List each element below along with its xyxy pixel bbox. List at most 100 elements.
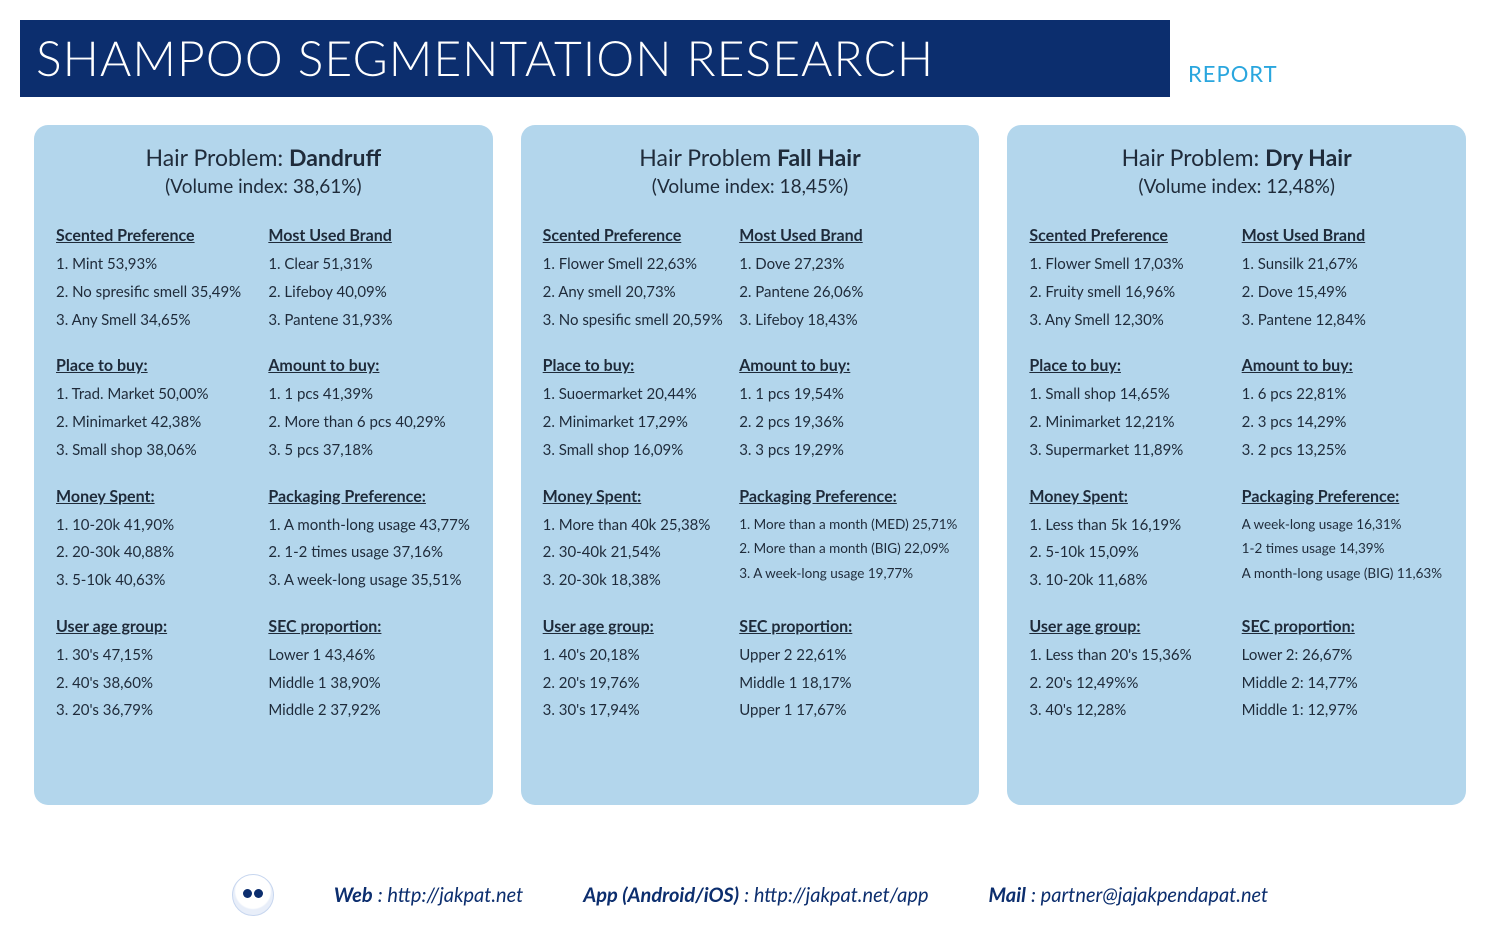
block-row: 1. Flower Smell 22,63% bbox=[543, 251, 730, 279]
card-title-prefix: Hair Problem: bbox=[146, 143, 289, 171]
block-row: 3. 5-10k 40,63% bbox=[56, 567, 258, 595]
block-row: 2. 2 pcs 19,36% bbox=[739, 409, 957, 437]
block-row: 1. 40's 20,18% bbox=[543, 642, 730, 670]
block-heading: Place to buy: bbox=[543, 356, 730, 375]
block-row: 1. Dove 27,23% bbox=[739, 251, 957, 279]
footer-mail: Mail : partner@jajakpendapat.net bbox=[989, 883, 1269, 907]
footer: Web : http://jakpat.net App (Android/iOS… bbox=[0, 874, 1500, 916]
block-heading: Money Spent: bbox=[1029, 487, 1231, 506]
block-row: Middle 1 18,17% bbox=[739, 670, 957, 698]
data-block: Packaging Preference:1. More than a mont… bbox=[739, 487, 957, 595]
block-row: 1. Clear 51,31% bbox=[268, 251, 470, 279]
block-row: 2. Lifeboy 40,09% bbox=[268, 279, 470, 307]
block-row: 3. A week-long usage 19,77% bbox=[739, 561, 957, 586]
block-heading: Place to buy: bbox=[1029, 356, 1231, 375]
logo-icon bbox=[232, 874, 274, 916]
block-row: 2. Pantene 26,06% bbox=[739, 279, 957, 307]
footer-web: Web : http://jakpat.net bbox=[334, 883, 523, 907]
block-row: 1. 1 pcs 19,54% bbox=[739, 381, 957, 409]
block-row: 2. 20-30k 40,88% bbox=[56, 539, 258, 567]
block-row: 2. Any smell 20,73% bbox=[543, 279, 730, 307]
block-row: 3. Any Smell 34,65% bbox=[56, 307, 258, 335]
block-heading: SEC proportion: bbox=[1242, 617, 1444, 636]
block-row: 3. 20's 36,79% bbox=[56, 697, 258, 725]
block-row: 3. Any Smell 12,30% bbox=[1029, 307, 1231, 335]
block-row: 3. 40's 12,28% bbox=[1029, 697, 1231, 725]
block-row: Middle 2: 14,77% bbox=[1242, 670, 1444, 698]
block-row: 3. Pantene 12,84% bbox=[1242, 307, 1444, 335]
block-row: 2. 5-10k 15,09% bbox=[1029, 539, 1231, 567]
block-row: 3. 30's 17,94% bbox=[543, 697, 730, 725]
block-row: Lower 2: 26,67% bbox=[1242, 642, 1444, 670]
data-block: Place to buy:1. Small shop 14,65%2. Mini… bbox=[1029, 356, 1231, 464]
data-block: SEC proportion: Lower 2: 26,67%Middle 2: … bbox=[1242, 617, 1444, 725]
block-row: Middle 1 38,90% bbox=[268, 670, 470, 698]
data-block: Place to buy:1. Suoermarket 20,44%2. Min… bbox=[543, 356, 730, 464]
block-heading: Scented Preference bbox=[1029, 226, 1231, 245]
card-header: Hair Problem: Dry Hair(Volume index: 12,… bbox=[1029, 143, 1444, 198]
data-block: Scented Preference1. Flower Smell 22,63%… bbox=[543, 226, 730, 334]
block-heading: User age group: bbox=[1029, 617, 1231, 636]
card-title-bold: Dandruff bbox=[289, 143, 381, 171]
block-row: 1. 6 pcs 22,81% bbox=[1242, 381, 1444, 409]
data-block: Amount to buy:1. 1 pcs 19,54%2. 2 pcs 19… bbox=[739, 356, 957, 464]
block-heading: Most Used Brand bbox=[268, 226, 470, 245]
block-row: 2. 1-2 times usage 37,16% bbox=[268, 539, 470, 567]
card-grid: Scented Preference 1. Flower Smell 17,03%… bbox=[1029, 226, 1444, 725]
block-row: Lower 1 43,46% bbox=[268, 642, 470, 670]
block-row: 1. Trad. Market 50,00% bbox=[56, 381, 258, 409]
block-row: 2. 40's 38,60% bbox=[56, 670, 258, 698]
block-row: 3. No spesific smell 20,59% bbox=[543, 307, 730, 335]
segment-card: Hair Problem: Dry Hair(Volume index: 12,… bbox=[1007, 125, 1466, 805]
block-row: 3. 20-30k 18,38% bbox=[543, 567, 730, 595]
block-row: 3. Pantene 31,93% bbox=[268, 307, 470, 335]
data-block: Money Spent:1. More than 40k 25,38%2. 30… bbox=[543, 487, 730, 595]
block-row: 1. Small shop 14,65% bbox=[1029, 381, 1231, 409]
data-block: Amount to buy:1. 1 pcs 41,39%2. More tha… bbox=[268, 356, 470, 464]
card-header: Hair Problem Fall Hair(Volume index: 18,… bbox=[543, 143, 958, 198]
footer-app: App (Android/iOS) : http://jakpat.net/ap… bbox=[583, 883, 928, 907]
header: SHAMPOO SEGMENTATION RESEARCH REPORT bbox=[0, 0, 1500, 97]
block-heading: SEC proportion: bbox=[268, 617, 470, 636]
block-row: 2. 30-40k 21,54% bbox=[543, 539, 730, 567]
card-title-bold: Dry Hair bbox=[1265, 143, 1352, 171]
data-block: Most Used Brand1. Dove 27,23%2. Pantene … bbox=[739, 226, 957, 334]
block-row: A week-long usage 16,31% bbox=[1242, 512, 1444, 537]
block-row: 1. Suoermarket 20,44% bbox=[543, 381, 730, 409]
block-row: 2. No spresific smell 35,49% bbox=[56, 279, 258, 307]
block-heading: User age group: bbox=[543, 617, 730, 636]
block-row: 1. More than a month (MED) 25,71% bbox=[739, 512, 957, 537]
data-block: Amount to buy: 1. 6 pcs 22,81%2. 3 pcs 14… bbox=[1242, 356, 1444, 464]
block-heading: Money Spent: bbox=[56, 487, 258, 506]
block-heading: Amount to buy: bbox=[1242, 356, 1444, 375]
block-row: 1. 30's 47,15% bbox=[56, 642, 258, 670]
block-row: Upper 1 17,67% bbox=[739, 697, 957, 725]
card-title-prefix: Hair Problem bbox=[639, 143, 777, 171]
data-block: Money Spent: 1. 10-20k 41,90%2. 20-30k 40… bbox=[56, 487, 258, 595]
block-row: 1. Less than 5k 16,19% bbox=[1029, 512, 1231, 540]
data-block: Most Used Brand 1. Clear 51,31%2. Lifeboy… bbox=[268, 226, 470, 334]
data-block: SEC proportion: Lower 1 43,46%Middle 1 38… bbox=[268, 617, 470, 725]
block-row: 1. Flower Smell 17,03% bbox=[1029, 251, 1231, 279]
block-row: 2. 3 pcs 14,29% bbox=[1242, 409, 1444, 437]
card-title-prefix: Hair Problem: bbox=[1122, 143, 1265, 171]
data-block: Scented Preference 1. Flower Smell 17,03%… bbox=[1029, 226, 1231, 334]
card-volume: (Volume index: 38,61%) bbox=[56, 175, 471, 198]
card-title: Hair Problem: Dry Hair bbox=[1029, 143, 1444, 171]
block-row: 1. A month-long usage 43,77% bbox=[268, 512, 470, 540]
block-row: 2. 20's 19,76% bbox=[543, 670, 730, 698]
block-row: A month-long usage (BIG) 11,63% bbox=[1242, 561, 1444, 586]
data-block: User age group:1. Less than 20's 15,36%2… bbox=[1029, 617, 1231, 725]
data-block: Scented Preference1. Mint 53,93%2. No sp… bbox=[56, 226, 258, 334]
data-block: SEC proportion:Upper 2 22,61%Middle 1 18… bbox=[739, 617, 957, 725]
block-row: 1. Sunsilk 21,67% bbox=[1242, 251, 1444, 279]
block-row: 3. 3 pcs 19,29% bbox=[739, 437, 957, 465]
segment-card: Hair Problem Fall Hair(Volume index: 18,… bbox=[521, 125, 980, 805]
block-row: Middle 1: 12,97% bbox=[1242, 697, 1444, 725]
card-grid: Scented Preference1. Flower Smell 22,63%… bbox=[543, 226, 958, 725]
card-grid: Scented Preference1. Mint 53,93%2. No sp… bbox=[56, 226, 471, 725]
data-block: Place to buy:1. Trad. Market 50,00%2. Mi… bbox=[56, 356, 258, 464]
block-row: 1. 10-20k 41,90% bbox=[56, 512, 258, 540]
report-label: REPORT bbox=[1188, 60, 1278, 97]
cards-container: Hair Problem: Dandruff (Volume index: 38,… bbox=[0, 97, 1500, 805]
